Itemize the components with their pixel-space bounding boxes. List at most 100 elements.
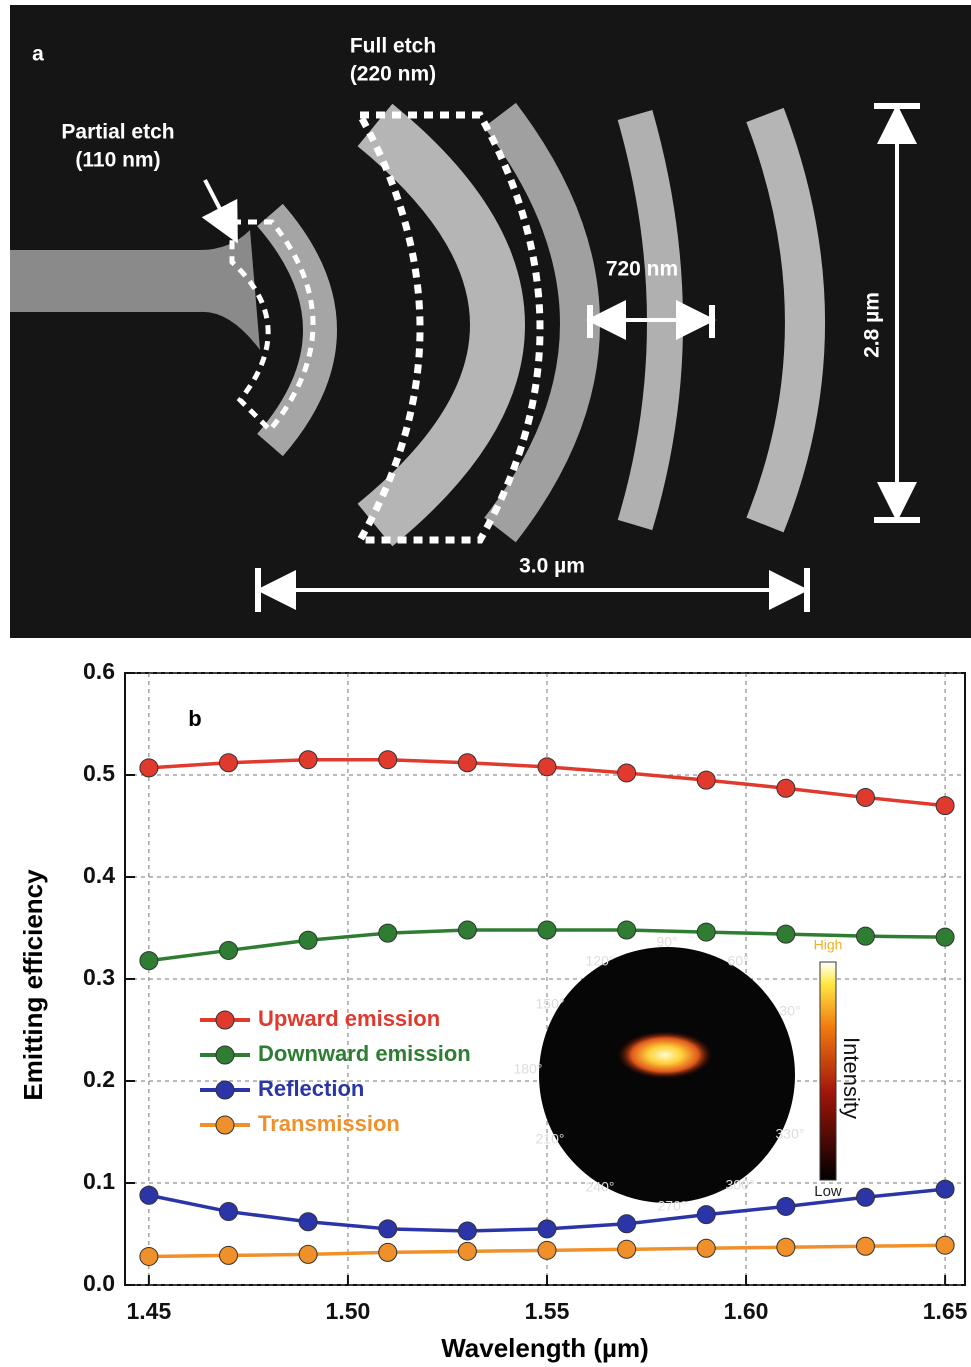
marker (776, 1196, 796, 1216)
marker (855, 787, 875, 807)
y-tick-label: 0.5 (83, 760, 115, 786)
panel-label: b (188, 706, 201, 731)
y-axis-label: Emitting efficiency (18, 869, 48, 1101)
legend-label: Downward emission (258, 1041, 471, 1066)
marker (776, 1237, 796, 1257)
theta-label: θ (800, 1066, 808, 1083)
marker (139, 1246, 159, 1266)
marker (219, 940, 239, 960)
marker (696, 770, 716, 790)
colorbar-low: Low (814, 1183, 842, 1200)
marker (298, 1244, 318, 1264)
marker (935, 1235, 955, 1255)
legend-label: Reflection (258, 1076, 364, 1101)
colorbar (819, 961, 837, 1181)
marker (617, 920, 637, 940)
ring (257, 203, 337, 457)
marker (298, 1212, 318, 1232)
y-tick-label: 0.4 (83, 862, 115, 888)
marker (457, 1221, 477, 1241)
marker (935, 796, 955, 816)
marker (298, 930, 318, 950)
legend-marker (215, 1045, 235, 1065)
marker (935, 1179, 955, 1199)
y-tick-label: 0.0 (83, 1270, 115, 1296)
arrow (201, 179, 238, 244)
angle-label: 60° (727, 953, 748, 969)
legend-marker (215, 1115, 235, 1135)
ring (357, 103, 525, 547)
angle-label: 210° (536, 1131, 565, 1147)
marker (219, 1245, 239, 1265)
marker (537, 757, 557, 777)
colorbar-label: Intensity (839, 1037, 864, 1119)
marker (378, 750, 398, 770)
marker (855, 1236, 875, 1256)
angle-label: 240° (586, 1179, 615, 1195)
phi-label: φ (775, 966, 785, 983)
marker (696, 1205, 716, 1225)
marker (219, 753, 239, 773)
marker (776, 778, 796, 798)
marker (935, 927, 955, 947)
marker (457, 1241, 477, 1261)
marker (696, 1238, 716, 1258)
waveguide (10, 230, 260, 350)
marker (139, 1185, 159, 1205)
legend-label: Transmission (258, 1111, 400, 1136)
y-tick-label: 0.6 (83, 658, 115, 684)
legend-marker (215, 1080, 235, 1100)
annotation: 3.0 µm (519, 555, 585, 578)
x-tick-label: 1.60 (724, 1298, 769, 1324)
panel-label: a (32, 43, 44, 66)
marker (378, 1242, 398, 1262)
marker (378, 1219, 398, 1239)
marker (537, 1219, 557, 1239)
angle-label: 180° (514, 1061, 543, 1077)
annotation: 2.8 µm (861, 292, 884, 358)
legend-marker (215, 1010, 235, 1030)
angle-label: 90° (656, 934, 677, 950)
angle-label: 330° (776, 1126, 805, 1142)
angle-label: 120° (586, 953, 615, 969)
angle-label: 300° (726, 1177, 755, 1193)
marker (298, 750, 318, 770)
x-tick-label: 1.65 (923, 1298, 968, 1324)
marker (617, 763, 637, 783)
marker (537, 920, 557, 940)
angle-label: 150° (536, 996, 565, 1012)
etch-outline (229, 111, 544, 544)
annotation: Full etch (350, 35, 436, 58)
x-tick-label: 1.55 (525, 1298, 570, 1324)
marker (139, 951, 159, 971)
x-tick-label: 1.50 (326, 1298, 371, 1324)
marker (219, 1202, 239, 1222)
ring (746, 107, 825, 533)
marker (457, 920, 477, 940)
marker (457, 753, 477, 773)
annotation: Partial etch (61, 121, 174, 144)
annotation: (220 nm) (350, 63, 436, 86)
marker (378, 923, 398, 943)
marker (776, 924, 796, 944)
bar-ends (255, 103, 920, 612)
angle-label: 270° (658, 1198, 687, 1214)
inset: 90° 120° 150° 180° 210° 240° 270° 300° 3… (514, 934, 865, 1214)
x-tick-label: 1.45 (127, 1298, 172, 1324)
legend-label: Upward emission (258, 1006, 440, 1031)
ring (484, 102, 600, 543)
intensity-spot (617, 1031, 713, 1079)
annotation: (110 nm) (75, 149, 160, 172)
marker (855, 1187, 875, 1207)
y-tick-label: 0.1 (83, 1168, 115, 1194)
marker (617, 1239, 637, 1259)
marker (696, 922, 716, 942)
angle-label: 30° (779, 1003, 800, 1019)
panel-a: a Full etch (220 nm) Partial etch (110 n… (10, 5, 971, 638)
x-axis-label: Wavelength (µm) (441, 1333, 649, 1363)
colorbar-high: High (814, 937, 843, 953)
marker (617, 1214, 637, 1234)
marker (537, 1240, 557, 1260)
marker (855, 926, 875, 946)
